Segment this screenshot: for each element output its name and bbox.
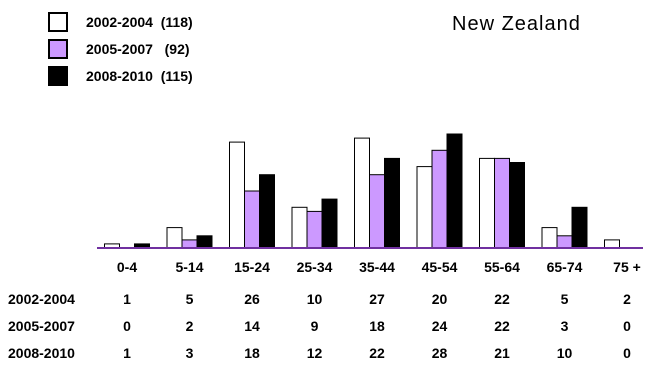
legend-item-2005-2007: 2005-2007 (92) [48,39,190,59]
table-cell-2002-2004-25-34: 10 [307,291,323,307]
table-cell-2008-2010-75-plus: 0 [623,345,631,361]
bar-2005-2007-5-14 [181,239,198,249]
table-cell-2005-2007-45-54: 24 [432,318,448,334]
table-cell-2002-2004-5-14: 5 [186,291,194,307]
table-cell-2002-2004-45-54: 20 [432,291,448,307]
table-cell-2002-2004-55-64: 22 [494,291,510,307]
table-cell-2005-2007-15-24: 14 [244,318,260,334]
table-cell-2005-2007-55-64: 22 [494,318,510,334]
table-cell-2008-2010-25-34: 12 [307,345,323,361]
bar-2002-2004-45-54 [416,166,433,249]
bar-2008-2010-5-14 [196,235,213,249]
legend-item-2002-2004: 2002-2004 (118) [48,12,193,32]
legend: 2002-2004 (118) 2005-2007 (92) 2008-2010… [48,12,193,86]
table-cell-2002-2004-75-plus: 2 [623,291,631,307]
bar-2008-2010-35-44 [384,157,400,249]
table-row-label-2005-2007: 2005-2007 [8,318,75,334]
bar-2002-2004-35-44 [354,137,370,249]
table-cell-2008-2010-55-64: 21 [494,345,510,361]
table-cell-2008-2010-15-24: 18 [244,345,260,361]
bar-2002-2004-65-74 [541,227,558,249]
table-cell-2005-2007-75-plus: 0 [623,318,631,334]
table-cell-2008-2010-65-74: 10 [557,345,573,361]
bar-2008-2010-55-64 [509,162,525,249]
table-cell-2002-2004-15-24: 26 [244,291,260,307]
table-row-label-2002-2004: 2002-2004 [8,291,75,307]
x-tick-label-25-34: 25-34 [297,259,333,275]
x-tick-label-35-44: 35-44 [359,259,395,275]
table-cell-2008-2010-45-54: 28 [432,345,448,361]
legend-item-2008-2010: 2008-2010 (115) [48,66,193,86]
bar-2008-2010-25-34 [321,198,338,249]
table-cell-2002-2004-0-4: 1 [123,291,131,307]
bar-2002-2004-55-64 [479,157,495,249]
table-cell-2005-2007-65-74: 3 [561,318,569,334]
bar-2005-2007-15-24 [244,190,260,249]
legend-swatch-2008-2010 [48,66,68,86]
x-tick-label-75-plus: 75 + [613,259,641,275]
table-cell-2005-2007-25-34: 9 [311,318,319,334]
legend-swatch-2005-2007 [48,39,68,59]
x-tick-label-0-4: 0-4 [117,259,137,275]
bar-2008-2010-15-24 [259,174,275,249]
table-cell-2002-2004-65-74: 5 [561,291,569,307]
bar-2002-2004-25-34 [291,206,308,249]
bar-2002-2004-15-24 [229,141,245,249]
table-cell-2005-2007-35-44: 18 [369,318,385,334]
x-tick-label-45-54: 45-54 [422,259,458,275]
bar-2005-2007-25-34 [306,210,323,249]
bar-2008-2010-45-54 [446,133,463,249]
x-tick-labels: 0-4 5-14 15-24 25-34 35-44 45-54 55-64 65-74 75 … [117,259,641,275]
legend-label-2002-2004: 2002-2004 (118) [86,14,193,30]
table-cell-2005-2007-5-14: 2 [186,318,194,334]
legend-label-2008-2010: 2008-2010 (115) [86,68,193,84]
chart-title: New Zealand [452,13,581,35]
table-cell-2002-2004-35-44: 27 [369,291,385,307]
bar-2008-2010-65-74 [571,206,588,249]
x-tick-label-55-64: 55-64 [484,259,520,275]
legend-swatch-2002-2004 [48,12,68,32]
legend-label-2005-2007: 2005-2007 (92) [86,41,190,57]
bar-2005-2007-55-64 [494,157,510,249]
table-cell-2005-2007-0-4: 0 [123,318,131,334]
x-tick-label-15-24: 15-24 [234,259,270,275]
bars [104,133,620,249]
bar-2002-2004-75-plus [604,239,620,249]
table-cell-2008-2010-5-14: 3 [186,345,194,361]
table-row-label-2008-2010: 2008-2010 [8,345,75,361]
bar-2002-2004-5-14 [166,227,183,249]
bar-2005-2007-65-74 [556,235,573,249]
table-cell-2008-2010-0-4: 1 [123,345,131,361]
x-tick-label-5-14: 5-14 [175,259,203,275]
bar-2005-2007-45-54 [431,149,448,249]
x-tick-label-65-74: 65-74 [547,259,583,275]
bar-2005-2007-35-44 [369,174,385,249]
table-cell-2008-2010-35-44: 22 [369,345,385,361]
